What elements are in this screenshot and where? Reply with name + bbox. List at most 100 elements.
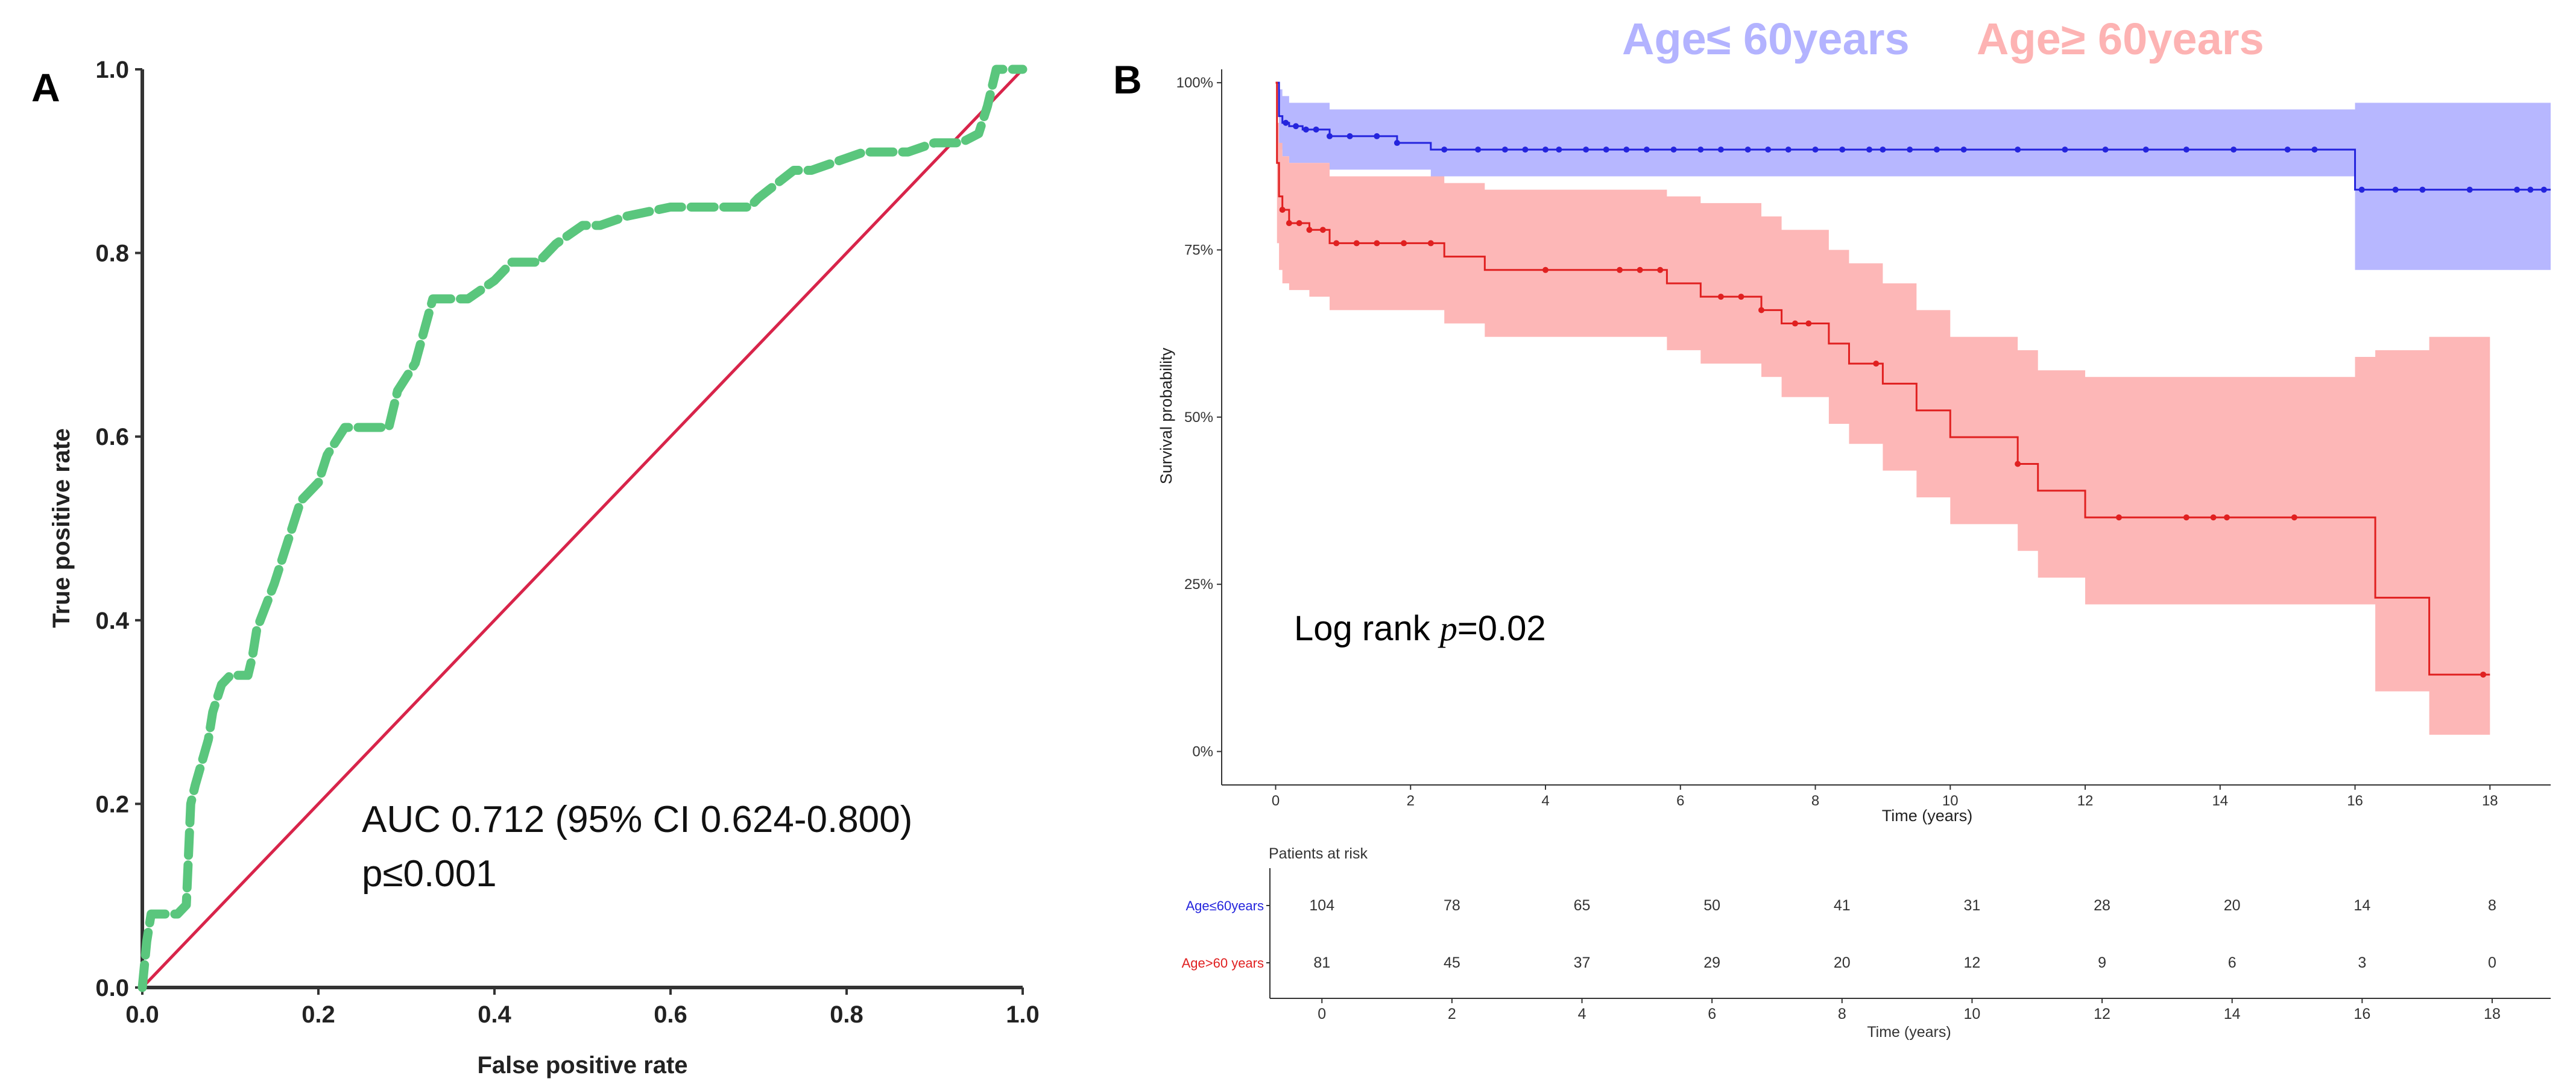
survival-y-tick-label: 75% <box>1184 242 1213 259</box>
roc-y-tick-label: 0.4 <box>95 608 129 634</box>
survival-x-ticks: 0 2 4 6 8 10 12 14 16 18 <box>1272 785 2498 809</box>
censor-mark-age-le-60 <box>2419 186 2426 193</box>
censor-mark-age-ge-60 <box>2223 514 2230 521</box>
risk-value-cell: 104 <box>1309 897 1334 914</box>
roc-x-tick-label: 0.6 <box>654 1001 687 1028</box>
survival-y-tick-label: 100% <box>1176 75 1213 91</box>
censor-mark-age-le-60 <box>1812 146 1819 153</box>
risk-table-x-ticks: 0 2 4 6 8 10 12 14 16 18 <box>1318 998 2501 1022</box>
panel-a-letter: A <box>31 65 60 110</box>
survival-y-ticks: 0% 25% 50% 75% 100% <box>1176 75 1222 760</box>
risk-x-tick-label: 10 <box>1964 1006 1981 1022</box>
censor-mark-age-le-60 <box>2284 146 2291 153</box>
survival-x-tick-label: 6 <box>1676 793 1684 809</box>
band-age-ge-60 <box>1275 83 2490 735</box>
censor-mark-age-le-60 <box>1643 146 1650 153</box>
risk-x-tick-label: 0 <box>1318 1006 1326 1022</box>
survival-panel: B Age≤ 60years Age≥ 60years 0 2 4 6 8 10 12 14 1… <box>1113 14 2551 1041</box>
risk-value-cell: 41 <box>1834 897 1851 914</box>
censor-mark-age-le-60 <box>2230 146 2237 153</box>
censor-mark-age-ge-60 <box>1805 320 1812 327</box>
censor-mark-age-le-60 <box>2466 186 2473 193</box>
censor-mark-age-ge-60 <box>1319 227 1326 233</box>
censor-mark-age-ge-60 <box>2480 671 2487 678</box>
censor-mark-age-le-60 <box>1374 133 1380 139</box>
risk-value-cell: 50 <box>1703 897 1720 914</box>
censor-mark-age-le-60 <box>1866 146 1873 153</box>
censor-mark-age-le-60 <box>1542 146 1549 153</box>
censor-mark-age-le-60 <box>1623 146 1630 153</box>
censor-mark-age-le-60 <box>2015 146 2021 153</box>
censor-mark-age-ge-60 <box>1717 294 1724 300</box>
censor-mark-age-ge-60 <box>2183 514 2189 521</box>
risk-table-values: 104 78 65 50 41 31 28 20 14 8 81 45 37 29 20 12 9 6 3 0 <box>1266 897 2496 971</box>
roc-y-tick-label: 0.0 <box>95 975 129 1001</box>
risk-value-cell: 37 <box>1574 954 1591 971</box>
censor-mark-age-ge-60 <box>1296 220 1302 227</box>
survival-x-tick-label: 2 <box>1407 793 1415 809</box>
censor-mark-age-ge-60 <box>1657 266 1664 273</box>
risk-value-cell: 78 <box>1444 897 1460 914</box>
survival-y-axis-label: Survival probability <box>1157 347 1175 484</box>
censor-mark-age-le-60 <box>1717 146 1724 153</box>
survival-x-axis-label: Time (years) <box>1882 807 1973 825</box>
censor-mark-age-le-60 <box>1346 133 1353 139</box>
censor-mark-age-le-60 <box>1839 146 1846 153</box>
survival-y-tick-label: 50% <box>1184 409 1213 426</box>
survival-y-tick-label: 25% <box>1184 576 1213 593</box>
roc-x-tick-label: 0.2 <box>301 1001 335 1028</box>
risk-value-cell: 20 <box>2224 897 2241 914</box>
censor-mark-age-ge-60 <box>2291 514 2297 521</box>
roc-y-tick-label: 0.8 <box>95 241 129 267</box>
censor-mark-age-le-60 <box>1765 146 1772 153</box>
risk-row-label-age-gt-60: Age>60 years <box>1182 956 1264 971</box>
censor-mark-age-ge-60 <box>2210 514 2217 521</box>
censor-mark-age-le-60 <box>1744 146 1751 153</box>
censor-mark-age-le-60 <box>2102 146 2109 153</box>
risk-x-tick-label: 12 <box>2094 1006 2110 1022</box>
censor-mark-age-le-60 <box>1880 146 1886 153</box>
censor-mark-age-le-60 <box>1907 146 1913 153</box>
censor-mark-age-ge-60 <box>2015 461 2021 467</box>
confidence-bands <box>1275 83 2551 735</box>
censor-mark-age-ge-60 <box>1792 320 1798 327</box>
risk-x-tick-label: 18 <box>2484 1006 2501 1022</box>
band-age-le-60 <box>1275 83 2551 270</box>
survival-y-tick-label: 0% <box>1192 744 1213 760</box>
risk-x-tick-label: 4 <box>1578 1006 1586 1022</box>
risk-x-tick-label: 2 <box>1448 1006 1456 1022</box>
legend-age-ge-60: Age≥ 60years <box>1977 14 2264 64</box>
survival-x-tick-label: 16 <box>2347 793 2363 809</box>
survival-x-tick-label: 18 <box>2482 793 2498 809</box>
censor-mark-age-le-60 <box>1283 119 1289 126</box>
censor-mark-age-ge-60 <box>1286 220 1292 227</box>
risk-table: Patients at risk Age≤60years Age>60 year… <box>1182 845 2551 1041</box>
censor-mark-age-ge-60 <box>1873 361 1880 367</box>
censor-mark-age-le-60 <box>2540 186 2547 193</box>
censor-mark-age-le-60 <box>2514 186 2521 193</box>
censor-mark-age-le-60 <box>2358 186 2365 193</box>
censor-mark-age-le-60 <box>1441 146 1448 153</box>
censor-mark-age-le-60 <box>2183 146 2189 153</box>
risk-value-cell: 0 <box>2488 954 2496 971</box>
risk-value-cell: 81 <box>1313 954 1330 971</box>
risk-value-cell: 6 <box>2228 954 2237 971</box>
reference-diagonal-line <box>141 68 1024 989</box>
censor-mark-age-le-60 <box>2311 146 2318 153</box>
roc-y-tick-label: 0.6 <box>95 424 129 450</box>
censor-mark-age-le-60 <box>1960 146 1967 153</box>
censor-mark-age-le-60 <box>2062 146 2068 153</box>
censor-mark-age-le-60 <box>1394 140 1400 146</box>
censor-mark-age-ge-60 <box>1279 206 1286 213</box>
censor-mark-age-le-60 <box>1313 126 1319 133</box>
p-value-annotation: p≤0.001 <box>362 853 497 895</box>
risk-table-title: Patients at risk <box>1269 845 1368 862</box>
censor-mark-age-le-60 <box>1933 146 1940 153</box>
censor-mark-age-le-60 <box>1293 123 1299 130</box>
censor-mark-age-le-60 <box>1556 146 1562 153</box>
legend-age-le-60: Age≤ 60years <box>1622 14 1910 64</box>
risk-value-cell: 65 <box>1574 897 1591 914</box>
censor-mark-age-le-60 <box>2142 146 2149 153</box>
risk-value-cell: 12 <box>1964 954 1981 971</box>
risk-x-tick-label: 14 <box>2224 1006 2241 1022</box>
